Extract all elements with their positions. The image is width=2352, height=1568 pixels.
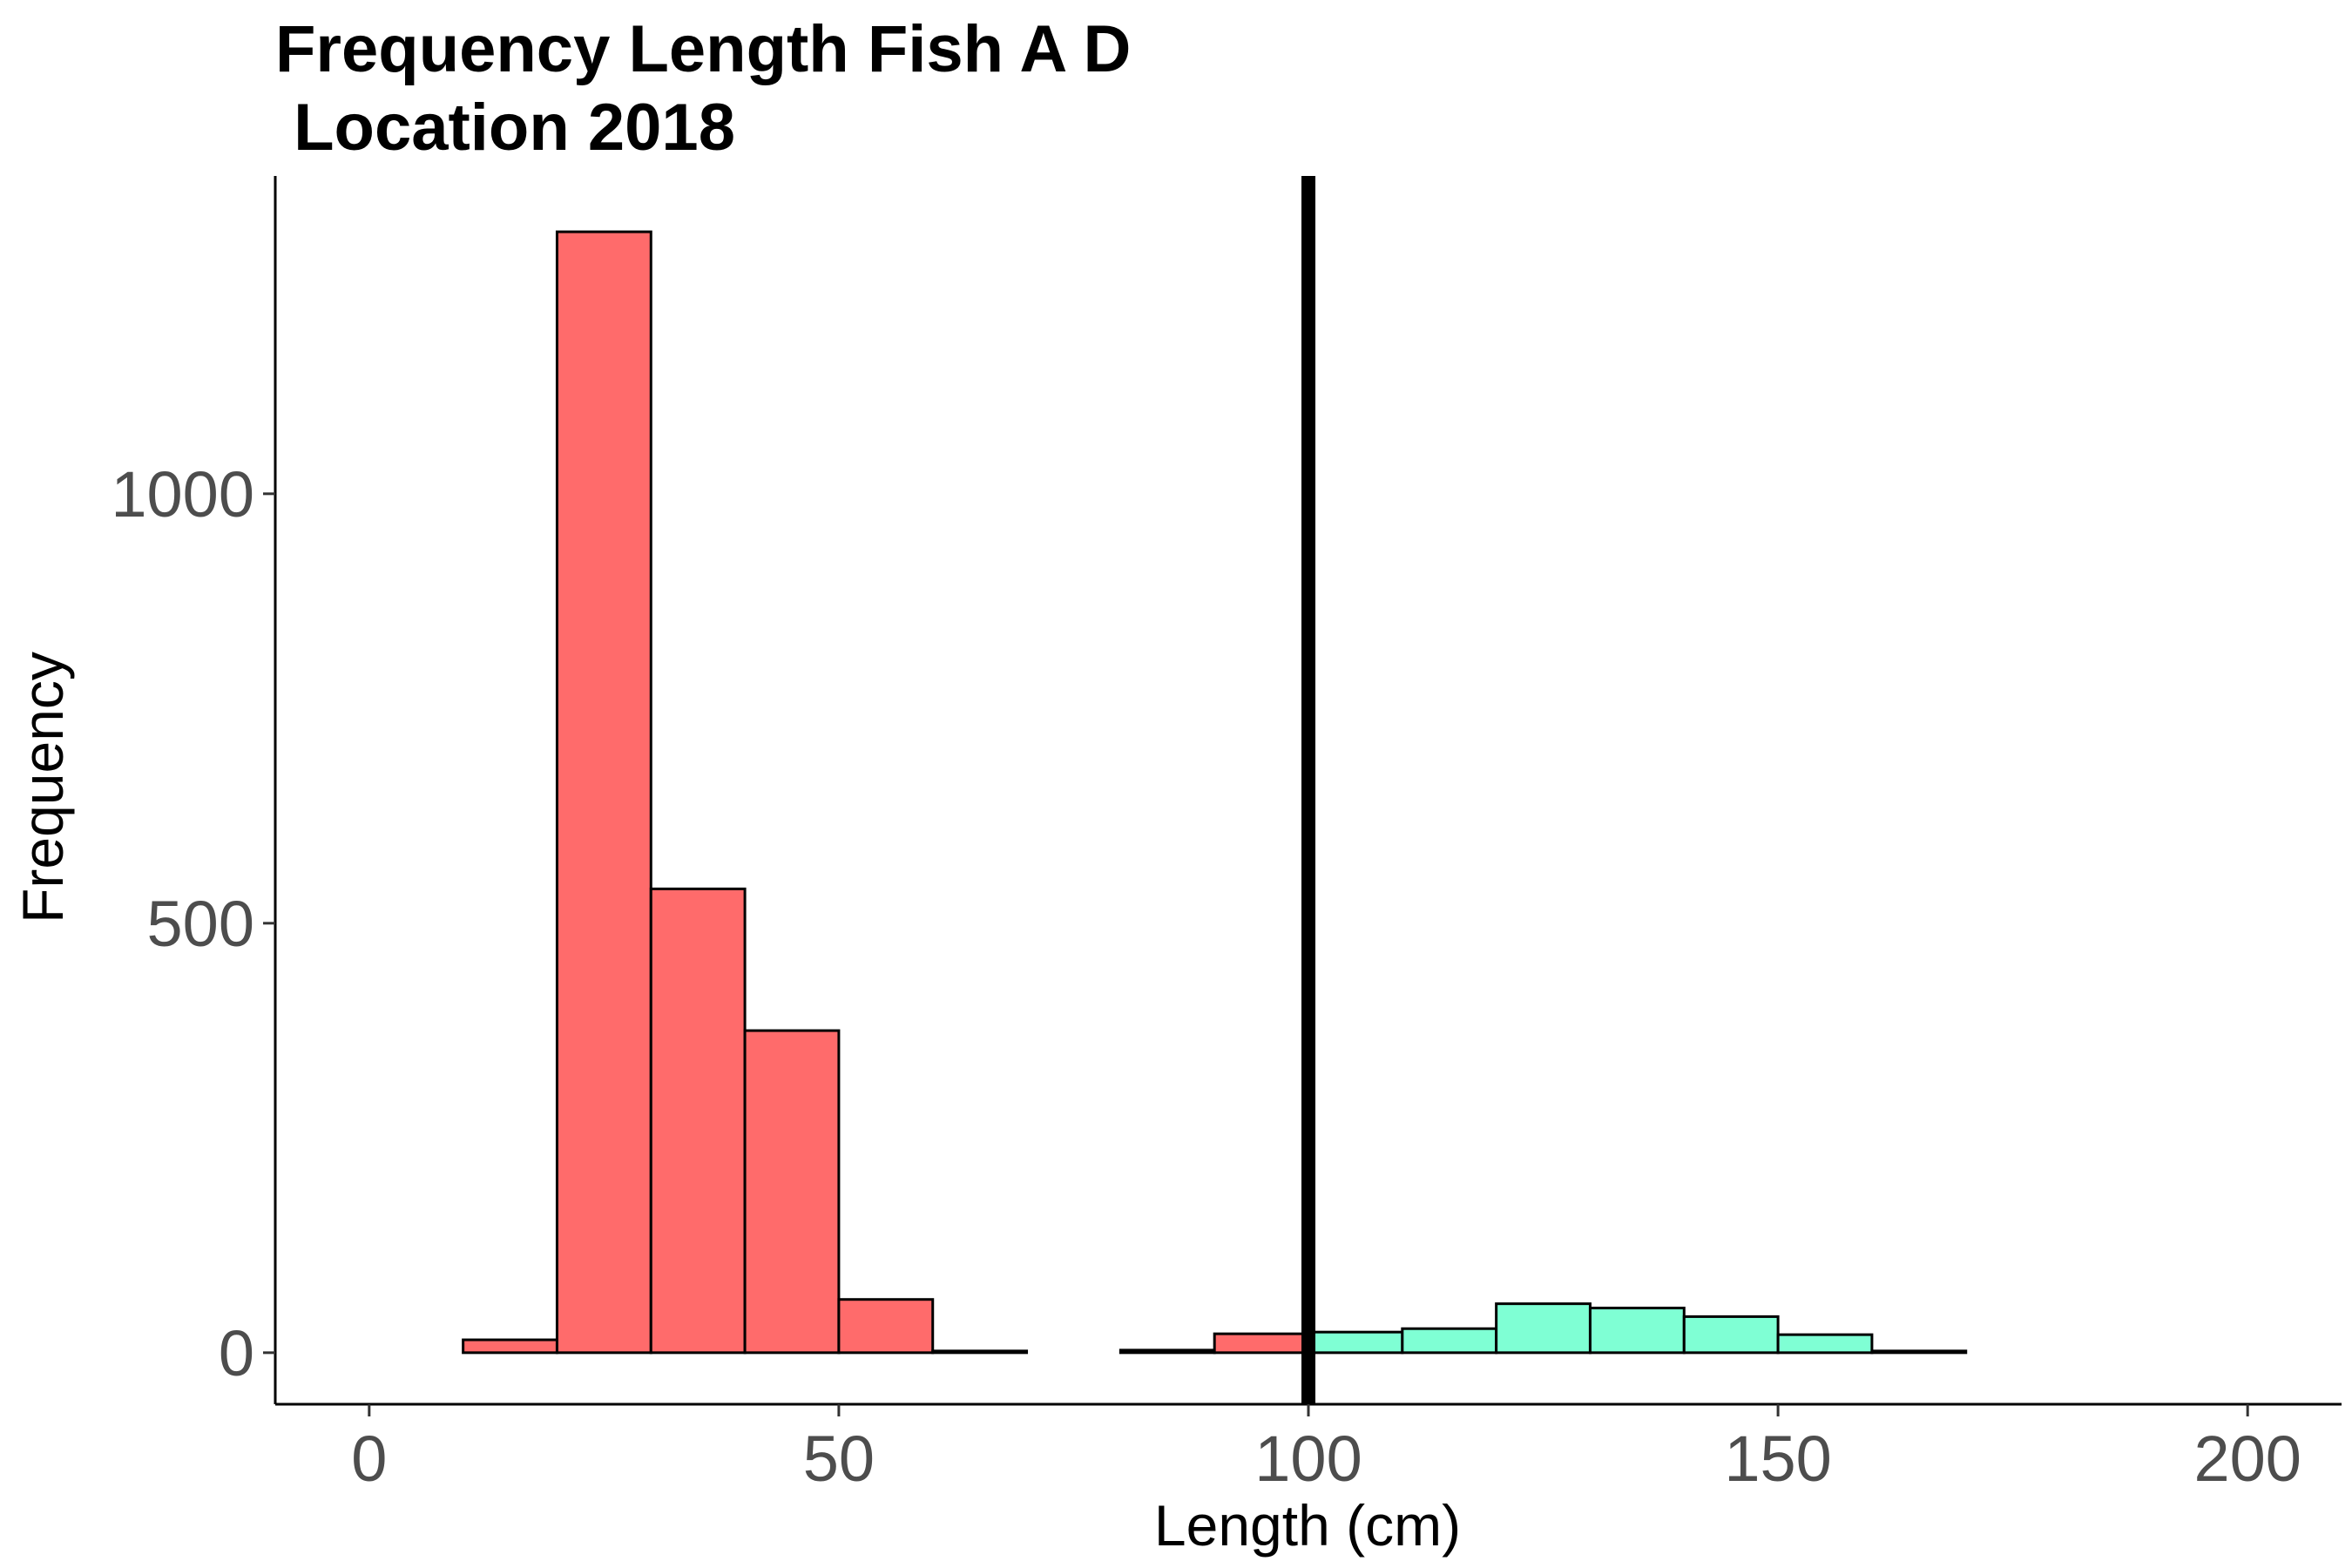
histogram-bar-100-110 (1307, 1330, 1404, 1355)
x-axis-title: Length (cm) (1154, 1493, 1461, 1558)
histogram-bar-50-60 (837, 1298, 935, 1355)
x-tick-label-150: 150 (1724, 1423, 1831, 1495)
histogram-bar-20-30 (555, 230, 652, 1355)
histogram-bar-130-140 (1588, 1307, 1686, 1355)
y-tick-label-500: 500 (147, 888, 254, 960)
x-tick-label-50: 50 (803, 1423, 875, 1495)
y-tick-label-0: 0 (219, 1317, 254, 1389)
chart-title-line-1: Frequency Length Fish A D (275, 12, 1131, 86)
histogram-bar-140-150 (1682, 1315, 1780, 1355)
histogram-bar-120-130 (1495, 1302, 1592, 1355)
bars-layer (462, 230, 1968, 1355)
y-axis-title: Frequency (10, 652, 75, 923)
histogram-bar-60-70 (931, 1349, 1029, 1355)
histogram-bar-110-120 (1401, 1327, 1498, 1355)
histogram-bar-150-160 (1776, 1333, 1874, 1355)
histogram-bar-160-170 (1870, 1349, 1968, 1355)
x-tick-label-200: 200 (2193, 1423, 2301, 1495)
chart-title-line-2: Location 2018 (275, 91, 735, 165)
x-tick-label-100: 100 (1254, 1423, 1362, 1495)
histogram-bar-80-90 (1119, 1348, 1216, 1355)
x-tick-label-0: 0 (351, 1423, 387, 1495)
histogram-bar-40-50 (743, 1029, 841, 1355)
x-ticks: 0 50 100 150 200 (351, 1404, 2301, 1495)
y-tick-label-1000: 1000 (111, 458, 254, 531)
histogram-bar-90-100 (1213, 1332, 1310, 1355)
y-ticks: 0 500 1000 (111, 458, 275, 1389)
histogram-bar-30-40 (649, 887, 747, 1355)
histogram-bar-10-20 (462, 1338, 558, 1355)
